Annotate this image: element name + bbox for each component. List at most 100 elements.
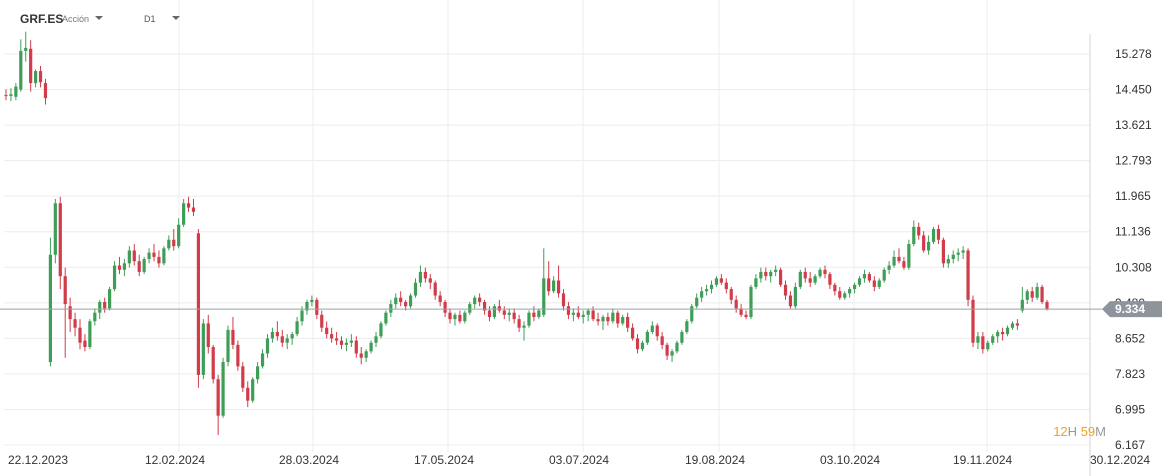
candle-body <box>665 344 669 356</box>
candle-body <box>167 239 171 249</box>
price-label-badge <box>1102 301 1162 318</box>
candle-body <box>512 312 516 320</box>
candle-body <box>986 342 990 350</box>
candle-body <box>172 239 176 247</box>
candle-body <box>561 293 566 307</box>
candle-body <box>635 338 640 350</box>
candle-body <box>152 252 156 257</box>
chevron-down-icon[interactable] <box>172 16 180 20</box>
candle-body <box>73 319 77 328</box>
candle-body <box>931 229 936 242</box>
candle-body <box>601 316 605 322</box>
candle-body <box>971 299 975 343</box>
candle-body <box>764 271 768 277</box>
candle-body <box>453 314 457 320</box>
candlestick-series <box>4 31 1049 436</box>
candle-body <box>34 71 38 84</box>
candle-body <box>966 250 970 300</box>
x-tick-label: 12.02.2024 <box>145 453 205 467</box>
chevron-down-icon[interactable] <box>95 16 103 20</box>
candle-body <box>58 203 62 277</box>
candle-body <box>695 297 699 307</box>
candle-body <box>305 301 309 311</box>
candle-body <box>93 312 97 322</box>
candle-body <box>251 379 255 401</box>
candle-body <box>926 241 931 251</box>
candle-body <box>857 278 862 285</box>
y-tick-label: 14.450 <box>1115 83 1152 97</box>
candle-body <box>626 316 630 328</box>
candle-body <box>236 344 240 367</box>
candle-body <box>9 94 13 96</box>
candle-body <box>803 271 807 279</box>
candle-body <box>552 280 556 292</box>
candle-body <box>591 310 595 320</box>
candle-body <box>63 276 67 305</box>
candle-body <box>630 327 635 339</box>
candle-body <box>315 299 319 315</box>
candle-body <box>492 306 497 317</box>
candle-body <box>813 276 817 283</box>
candle-body <box>295 321 299 335</box>
candle-body <box>719 278 723 283</box>
symbol-selector[interactable]: GRF.ES <box>20 12 64 26</box>
x-tick-label: 22.12.2023 <box>8 453 68 467</box>
candle-body <box>793 286 797 307</box>
candle-body <box>147 252 151 260</box>
candle-body <box>852 284 857 290</box>
candle-body <box>862 274 867 279</box>
instrument-type-label: Acción <box>62 14 90 24</box>
candle-body <box>788 295 793 307</box>
candle-body <box>132 250 136 262</box>
candle-body <box>596 319 600 322</box>
candle-body <box>882 269 886 281</box>
candle-body <box>226 329 230 363</box>
candle-body <box>103 301 107 309</box>
candle-body <box>448 312 452 320</box>
candle-body <box>744 314 748 317</box>
candle-body <box>290 334 294 339</box>
countdown-minutes: 59 <box>1080 424 1096 439</box>
candle-body <box>246 387 250 401</box>
candle-body <box>502 310 506 315</box>
candle-body <box>680 332 684 343</box>
candle-body <box>917 226 921 236</box>
candle-body <box>843 293 847 298</box>
candle-body <box>339 340 344 345</box>
candle-body <box>645 332 649 343</box>
candle-body <box>221 362 225 416</box>
candle-body <box>759 271 763 279</box>
candle-body <box>700 291 704 298</box>
candle-body <box>478 297 482 302</box>
candle-body <box>468 304 472 313</box>
candle-body <box>216 379 220 416</box>
y-tick-label: 15.278 <box>1115 47 1152 61</box>
candle-body <box>43 83 48 99</box>
candle-body <box>527 312 531 326</box>
candle-body <box>231 329 235 345</box>
candle-body <box>778 269 783 285</box>
candle-body <box>399 297 403 302</box>
candle-body <box>433 282 437 296</box>
timeframe-selector[interactable]: D1 <box>144 14 156 24</box>
countdown-minutes-unit: M <box>1095 424 1106 439</box>
current-price-line: 9.334 <box>0 301 1162 318</box>
candle-body <box>384 312 388 324</box>
candle-body <box>754 278 758 287</box>
candle-body <box>828 274 832 285</box>
candle-body <box>68 306 72 320</box>
candle-body <box>88 321 92 348</box>
candle-body <box>112 265 117 290</box>
candle-body <box>413 282 418 296</box>
candle-body <box>783 284 788 296</box>
candle-body <box>566 306 571 315</box>
candle-body <box>394 297 398 305</box>
candle-body <box>443 301 447 313</box>
candle-body <box>177 224 181 247</box>
candle-body <box>137 261 141 272</box>
candle-body <box>621 316 625 324</box>
candle-body <box>581 314 585 317</box>
y-tick-label: 6.995 <box>1115 402 1145 416</box>
candle-body <box>774 269 778 272</box>
